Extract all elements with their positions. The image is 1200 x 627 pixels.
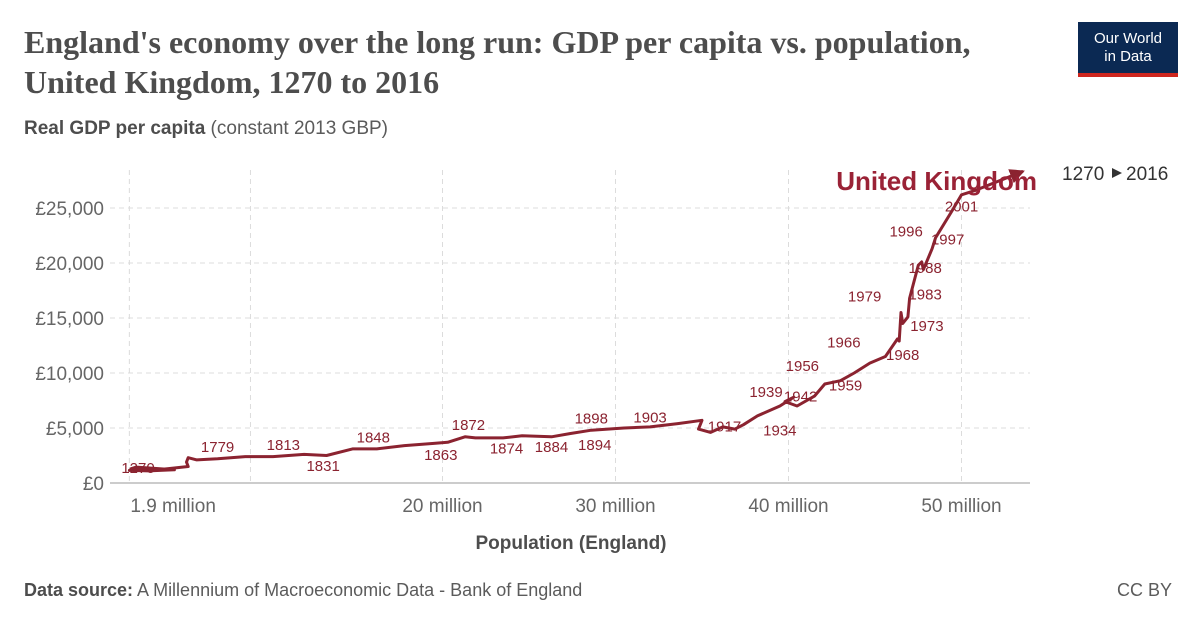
year-label: 1968 xyxy=(886,347,919,364)
year-label: 1956 xyxy=(786,358,819,375)
data-source-label: Data source: xyxy=(24,580,134,600)
year-label: 1996 xyxy=(889,224,922,241)
gridlines xyxy=(110,170,1030,483)
logo-line-2: in Data xyxy=(1104,48,1152,65)
y-axis-label-unit: (constant 2013 GBP) xyxy=(205,118,388,139)
y-tick-label: £10,000 xyxy=(35,364,104,385)
logo-line-1: Our World xyxy=(1093,30,1163,47)
series-layer[interactable] xyxy=(127,169,1025,473)
year-label: 1894 xyxy=(578,437,611,454)
x-tick-label: 50 million xyxy=(921,496,1001,517)
play-arrow-icon[interactable] xyxy=(1112,168,1122,178)
x-tick-label: 1.9 million xyxy=(130,496,216,517)
y-tick-label: £25,000 xyxy=(35,199,104,220)
license[interactable]: CC BY xyxy=(1116,580,1172,600)
year-label: 1983 xyxy=(908,286,941,303)
year-label: 1813 xyxy=(267,437,300,454)
year-label: 1997 xyxy=(931,231,964,248)
year-label: 1848 xyxy=(357,429,390,446)
owid-logo[interactable]: Our World in Data xyxy=(1078,22,1178,77)
year-label: 1903 xyxy=(633,410,666,427)
year-label: 1973 xyxy=(910,318,943,335)
year-label: 1874 xyxy=(490,440,523,457)
y-axis-label-bold: Real GDP per capita xyxy=(24,118,206,139)
year-label: 1988 xyxy=(908,260,941,277)
series-label-united-kingdom[interactable]: United Kingdom xyxy=(836,166,1037,196)
y-tick-label: £0 xyxy=(83,474,104,495)
chart-title: England's economy over the long run: GDP… xyxy=(24,24,971,100)
y-tick-label: £5,000 xyxy=(46,419,104,440)
x-tick-label: 30 million xyxy=(575,496,655,517)
data-source-text: A Millennium of Macroeconomic Data - Ban… xyxy=(133,580,583,600)
year-label: 1898 xyxy=(575,411,608,428)
year-labels: 1270 1779 1813 1831 1848 1863 1872 1874 1884 1894… xyxy=(121,198,978,477)
year-label: 1872 xyxy=(452,417,485,434)
year-label: 1831 xyxy=(306,458,339,475)
x-axis-title: Population (England) xyxy=(475,533,666,554)
year-label: 1966 xyxy=(827,335,860,352)
timeline-end[interactable]: 2016 xyxy=(1126,164,1168,185)
year-label: 1270 xyxy=(121,460,154,477)
y-tick-label: £20,000 xyxy=(35,254,104,275)
year-label: 1779 xyxy=(201,439,234,456)
year-label: 2001 xyxy=(945,198,978,215)
axes: £0 £5,000 £10,000 £15,000 £20,000 £25,000 1.9 … xyxy=(35,199,1030,517)
year-label: 1942 xyxy=(784,389,817,406)
timeline-start[interactable]: 1270 xyxy=(1062,164,1104,185)
data-source: Data source: A Millennium of Macroeconom… xyxy=(24,580,582,601)
year-label: 1979 xyxy=(848,289,881,306)
year-label: 1959 xyxy=(829,378,862,395)
year-label: 1934 xyxy=(763,423,796,440)
y-axis-label: Real GDP per capita (constant 2013 GBP) xyxy=(24,118,388,140)
x-tick-label: 40 million xyxy=(748,496,828,517)
year-label: 1939 xyxy=(749,384,782,401)
x-tick-label: 20 million xyxy=(402,496,482,517)
series-line-united-kingdom[interactable] xyxy=(127,169,1025,473)
year-label: 1863 xyxy=(424,447,457,464)
year-label: 1884 xyxy=(535,439,568,456)
year-label: 1917 xyxy=(708,418,741,435)
timeline-range[interactable]: 1270 2016 xyxy=(1062,164,1168,185)
y-tick-label: £15,000 xyxy=(35,309,104,330)
